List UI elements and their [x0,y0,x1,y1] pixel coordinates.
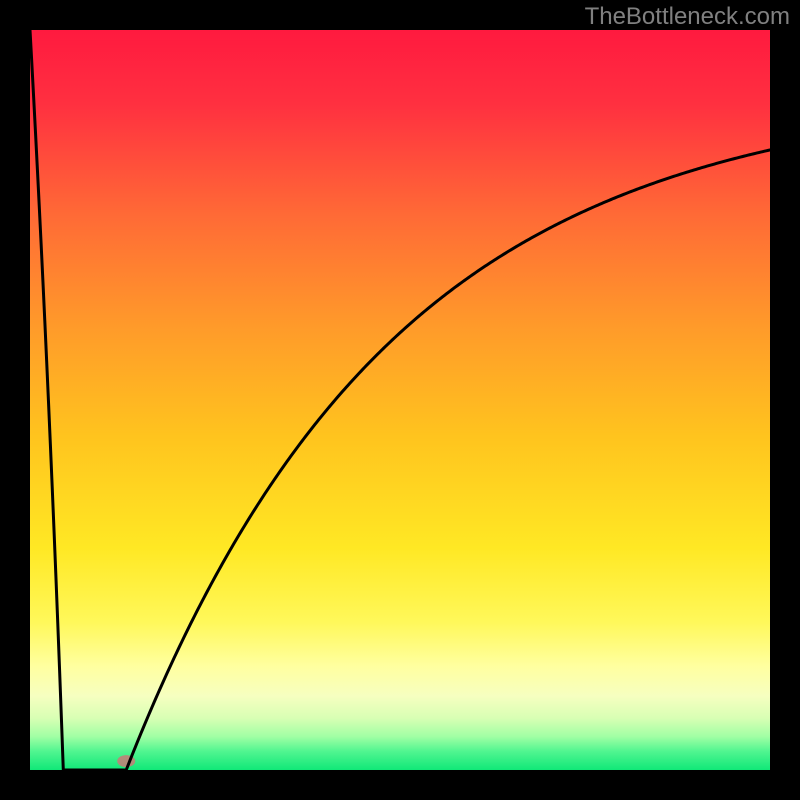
chart-plot-area [30,30,770,770]
bottleneck-chart: TheBottleneck.com [0,0,800,800]
chart-container: { "watermark": { "text": "TheBottleneck.… [0,0,800,800]
watermark-text: TheBottleneck.com [585,3,790,30]
